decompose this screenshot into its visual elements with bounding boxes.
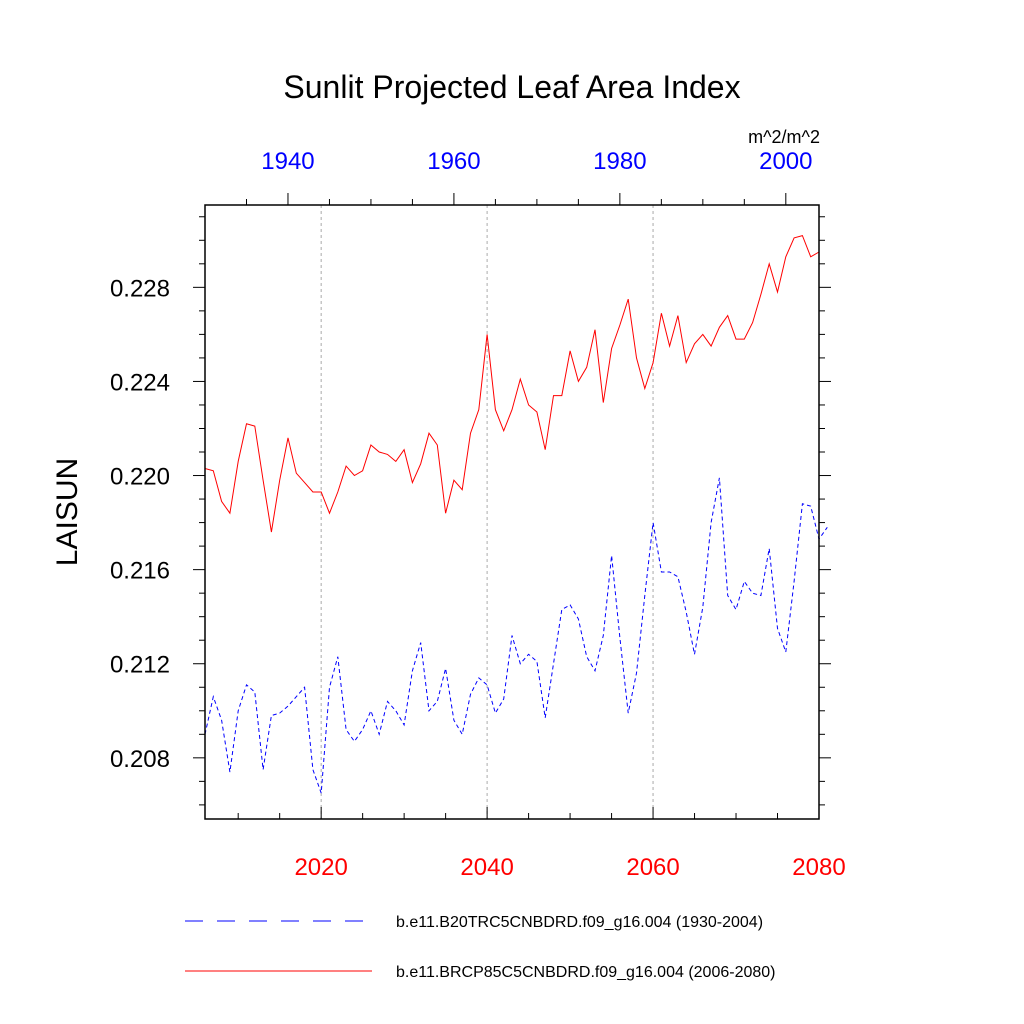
x-top-tick-label: 2000 xyxy=(759,148,812,175)
x-bottom-tick-label: 2060 xyxy=(626,854,679,881)
axis-labels: 0.208 0.212 0.216 0.220 0.224 0.228 2020 2040 20… xyxy=(110,148,846,881)
plot-frame xyxy=(204,204,820,820)
x-top-tick-label: 1940 xyxy=(261,148,314,175)
y-tick-label: 0.212 xyxy=(110,652,170,679)
units-label: m^2/m^2 xyxy=(748,127,820,147)
x-top-tick-label: 1960 xyxy=(427,148,480,175)
y-tick-label: 0.216 xyxy=(110,558,170,585)
y-axis-label: LAISUN xyxy=(51,458,84,566)
x-bottom-tick-label: 2020 xyxy=(294,854,347,881)
y-tick-label: 0.224 xyxy=(110,369,170,396)
y-tick-label: 0.220 xyxy=(110,464,170,491)
series-line-rcp85 xyxy=(204,234,820,533)
legend-label: b.e11.BRCP85C5CNBDRD.f09_g16.004 (2006-2… xyxy=(396,964,775,981)
legend-label: b.e11.B20TRC5CNBDRD.f09_g16.004 (1930-20… xyxy=(396,914,763,931)
grid-lines xyxy=(320,205,654,819)
x-bottom-tick-label: 2040 xyxy=(460,854,513,881)
series-line-historical xyxy=(204,477,828,794)
x-top-tick-label: 1980 xyxy=(593,148,646,175)
y-tick-label: 0.228 xyxy=(110,275,170,302)
series-lines xyxy=(204,234,828,794)
axis-ticks xyxy=(193,193,831,819)
x-bottom-tick-label: 2080 xyxy=(792,854,845,881)
legend: b.e11.B20TRC5CNBDRD.f09_g16.004 (1930-20… xyxy=(185,914,775,981)
y-tick-label: 0.208 xyxy=(110,746,170,773)
chart-title: Sunlit Projected Leaf Area Index xyxy=(283,69,740,105)
